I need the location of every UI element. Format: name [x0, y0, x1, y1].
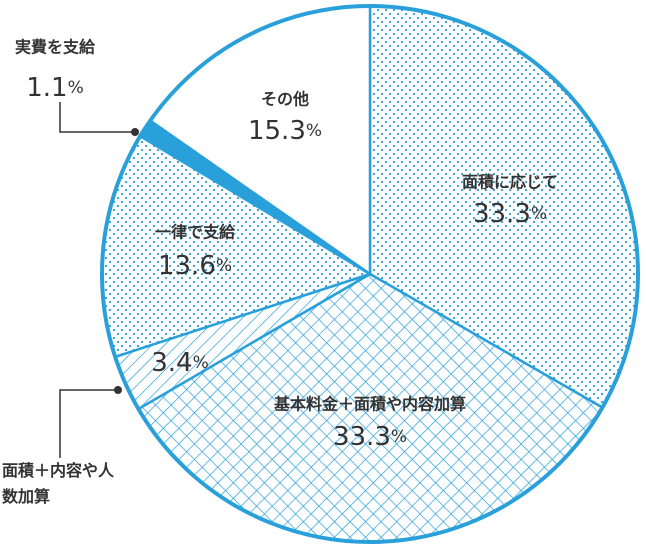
value-label: 1.1% [26, 73, 84, 103]
slice-name: 一律で支給 [155, 223, 236, 242]
slice-name: 面積＋内容や人数加算 [2, 461, 115, 506]
slice-name: その他 [261, 90, 309, 109]
leaders [59, 102, 139, 458]
slice-name: 面積に応じて [462, 173, 558, 192]
value-label: 3.4% [151, 348, 209, 378]
slice-name: 基本料金＋面積や内容加算 [273, 395, 466, 414]
value-label: 13.6% [158, 251, 232, 281]
value-label: 33.3% [473, 199, 547, 229]
slice-name: 実費を支給 [15, 38, 96, 57]
value-label: 15.3% [248, 116, 322, 146]
pie-border [100, 4, 640, 544]
value-label: 33.3% [333, 422, 407, 452]
